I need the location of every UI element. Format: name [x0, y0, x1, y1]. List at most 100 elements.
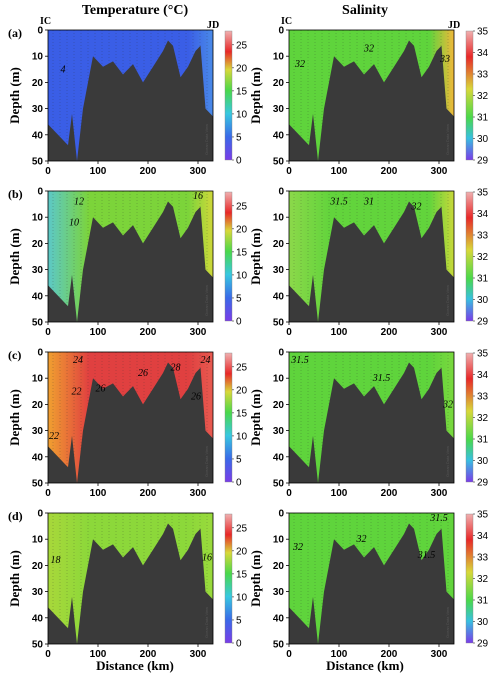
bathymetry-seafloor: [289, 40, 454, 161]
bathymetry-seafloor: [48, 201, 213, 322]
colorbar-tick-label: 5: [236, 132, 242, 143]
x-tick-label: 100: [90, 649, 107, 660]
colorbar-tick-label: 32: [477, 252, 489, 263]
x-tick-label: 200: [381, 649, 398, 660]
colorbar-tick-label: 29: [477, 156, 489, 167]
bathymetry-seafloor: [289, 523, 454, 644]
colorbar-tick-label: 34: [477, 370, 489, 381]
contour-label: 31.5: [417, 550, 436, 561]
y-axis-label: Depth (m): [248, 67, 263, 124]
y-tick-label: 40: [32, 130, 44, 141]
colorbar-tick-label: 10: [236, 109, 248, 120]
ocean-data-view-watermark: Ocean Data View: [204, 446, 209, 477]
colorbar-tick-label: 33: [477, 392, 489, 403]
contour-label: 12: [74, 196, 84, 207]
y-tick-label: 0: [37, 26, 43, 37]
colorbar: [224, 30, 233, 161]
colorbar-tick-label: 32: [477, 413, 489, 424]
bathymetry-seafloor: [289, 362, 454, 483]
end-label-left: IC: [281, 16, 292, 27]
y-axis-label: Depth (m): [7, 67, 22, 124]
y-tick-label: 20: [32, 239, 44, 250]
contour-label: 4: [61, 64, 66, 75]
y-tick-label: 50: [273, 640, 285, 651]
plot-frame: [288, 29, 455, 162]
contour-label: 10: [69, 217, 79, 228]
colorbar-tick-label: 15: [236, 569, 248, 580]
contour-label: 22: [49, 431, 59, 442]
y-tick-label: 50: [32, 318, 44, 329]
colorbar-tick-label: 35: [477, 349, 489, 360]
bathymetry-seafloor: [289, 201, 454, 322]
colorbar-tick-label: 0: [236, 639, 242, 650]
y-tick-label: 30: [32, 265, 44, 276]
colorbar: [465, 352, 474, 483]
ocean-data-view-watermark: Ocean Data View: [204, 124, 209, 155]
colorbar-tick-label: 15: [236, 86, 248, 97]
y-tick-label: 40: [273, 130, 285, 141]
y-tick-label: 0: [37, 187, 43, 198]
x-tick-label: 0: [286, 488, 292, 499]
colorbar-tick-label: 32: [477, 574, 489, 585]
y-tick-label: 50: [273, 157, 285, 168]
ocean-data-view-watermark: Ocean Data View: [445, 124, 450, 155]
colorbar-tick-label: 15: [236, 408, 248, 419]
panel-0-1: 0 100 200 300 0 10 20 30 40 50 Depth (m) IC JD 32 32 33…: [248, 16, 489, 177]
y-tick-label: 10: [273, 535, 285, 546]
x-tick-label: 200: [140, 488, 157, 499]
colorbar-tick-label: 15: [236, 247, 248, 258]
y-tick-label: 20: [273, 400, 285, 411]
bathymetry-seafloor: [48, 523, 213, 644]
bathymetry-seafloor: [48, 40, 213, 161]
plot-frame: [288, 351, 455, 484]
x-tick-label: 200: [381, 488, 398, 499]
y-axis-label: Depth (m): [7, 389, 22, 446]
plot-frame: [47, 512, 214, 645]
colorbar-tick-label: 29: [477, 478, 489, 489]
contour-label: 31.5: [290, 355, 309, 366]
plot-frame: [47, 190, 214, 323]
y-tick-label: 20: [32, 561, 44, 572]
contour-label: 31.5: [329, 196, 348, 207]
colorbar-tick-label: 20: [236, 63, 248, 74]
colorbar-tick-label: 32: [477, 91, 489, 102]
colorbar: [465, 191, 474, 322]
ocean-data-view-watermark: Ocean Data View: [445, 285, 450, 316]
colorbar-tick-label: 5: [236, 615, 242, 626]
contour-label: 31.5: [372, 373, 391, 384]
colorbar-tick-label: 25: [236, 362, 248, 373]
y-tick-label: 10: [273, 374, 285, 385]
contour-label: 32: [411, 202, 422, 213]
y-tick-label: 40: [32, 452, 44, 463]
y-tick-label: 0: [278, 26, 284, 37]
x-tick-label: 100: [90, 166, 107, 177]
y-tick-label: 40: [32, 613, 44, 624]
colorbar-tick-label: 31: [477, 435, 489, 446]
colorbar-tick-label: 30: [477, 617, 489, 628]
colorbar-tick-label: 33: [477, 553, 489, 564]
colorbar-tick-label: 30: [477, 295, 489, 306]
x-axis-label-left: Distance (km): [96, 658, 174, 673]
y-tick-label: 10: [32, 213, 44, 224]
x-tick-label: 0: [45, 166, 51, 177]
contour-label: 32: [356, 534, 367, 545]
y-tick-label: 10: [32, 535, 44, 546]
colorbar-tick-label: 31: [477, 274, 489, 285]
colorbar-tick-label: 0: [236, 478, 242, 489]
y-tick-label: 50: [32, 479, 44, 490]
y-tick-label: 0: [278, 187, 284, 198]
contour-label: 26: [96, 384, 106, 395]
row-label: (b): [8, 187, 23, 201]
row-label: (d): [8, 509, 23, 523]
contour-label: 32: [292, 542, 303, 553]
colorbar-tick-label: 29: [477, 317, 489, 328]
colorbar-tick-label: 25: [236, 40, 248, 51]
contour-label: 33: [439, 54, 450, 65]
colorbar-tick-label: 20: [236, 224, 248, 235]
colorbar-tick-label: 0: [236, 156, 242, 167]
colorbar: [224, 513, 233, 644]
colorbar-tick-label: 5: [236, 454, 242, 465]
